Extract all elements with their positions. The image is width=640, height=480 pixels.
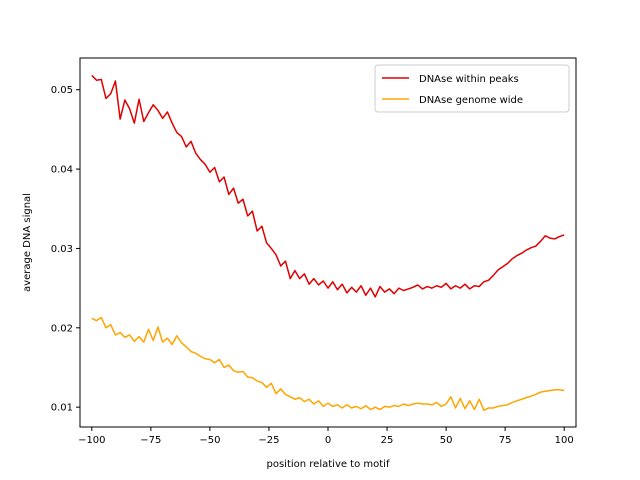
y-tick-label: 0.04 [51,165,73,176]
x-tick-label: 0 [325,435,331,446]
x-axis-ticks: −100 −75 −50 −25 0 25 50 75 100 [78,427,574,446]
legend-label-1: DNAse within peaks [419,74,519,85]
x-tick-label: −50 [199,435,220,446]
plot-frame [79,57,577,428]
y-tick-label: 0.03 [51,244,73,255]
x-tick-label: −100 [78,435,105,446]
x-tick-label: 75 [499,435,512,446]
x-tick-label: 100 [555,435,574,446]
x-tick-label: 50 [440,435,453,446]
x-tick-label: −75 [140,435,161,446]
legend: DNAse within peaks DNAse genome wide [374,64,570,113]
series-line-1 [91,74,565,298]
legend-box [374,64,570,113]
legend-label-2: DNAse genome wide [419,95,523,106]
y-axis-label: average DNA signal [22,193,33,292]
y-tick-label: 0.02 [51,323,73,334]
x-tick-label: −25 [258,435,279,446]
y-tick-label: 0.01 [51,403,73,414]
plot-area [91,74,565,412]
x-axis-label: position relative to motif [267,459,390,470]
x-tick-label: 25 [381,435,394,446]
y-tick-label: 0.05 [51,85,73,96]
y-axis-ticks: 0.01 0.02 0.03 0.04 0.05 [51,85,80,414]
series-line-2 [91,316,565,412]
